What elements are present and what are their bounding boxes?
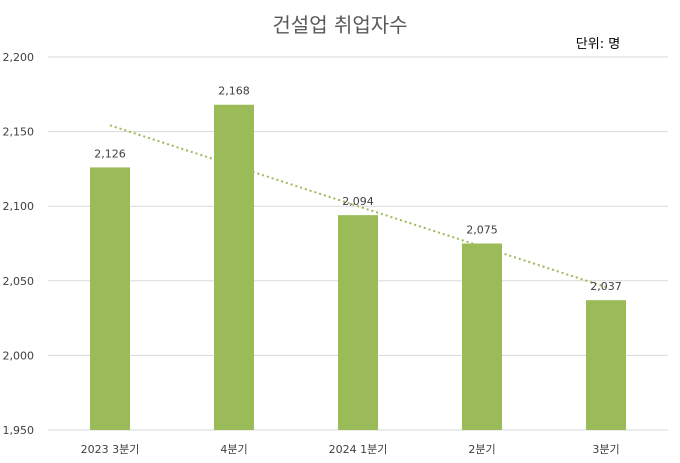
y-tick-label: 2,200 (3, 51, 35, 64)
bar (338, 215, 378, 430)
x-tick-label: 2024 1분기 (329, 443, 388, 456)
data-label: 2,075 (466, 224, 498, 237)
bar (462, 243, 502, 430)
y-tick-label: 2,000 (3, 349, 35, 362)
bar (214, 104, 254, 430)
y-tick-label: 2,150 (3, 126, 35, 139)
bars (90, 104, 626, 430)
y-tick-label: 2,050 (3, 275, 35, 288)
trendline-group (109, 124, 607, 289)
data-label: 2,037 (590, 280, 622, 293)
x-tick-label: 2분기 (468, 443, 495, 456)
x-tick-label: 3분기 (592, 443, 619, 456)
y-tick-label: 2,100 (3, 200, 35, 213)
x-tick-label: 2023 3분기 (81, 443, 140, 456)
data-label: 2,168 (218, 85, 250, 98)
unit-label: 단위: 명 (576, 37, 620, 52)
data-label: 2,094 (342, 195, 374, 208)
y-tick-label: 1,950 (3, 424, 35, 437)
data-label: 2,126 (94, 147, 126, 160)
x-axis: 2023 3분기 4분기 2024 1분기 2분기 3분기 (81, 443, 620, 456)
chart-title: 건설업 취업자수 (272, 13, 407, 37)
trendline (109, 124, 607, 289)
bar (90, 167, 130, 430)
data-labels: 2,126 2,168 2,094 2,075 2,037 (94, 85, 622, 293)
bar (586, 300, 626, 430)
y-axis: 1,950 2,000 2,050 2,100 2,150 2,200 (3, 51, 35, 437)
x-tick-label: 4분기 (220, 443, 247, 456)
